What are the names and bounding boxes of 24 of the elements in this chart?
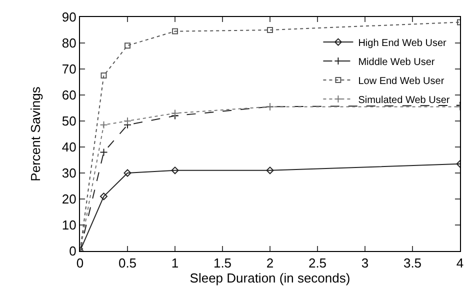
y-tick-label: 80 bbox=[62, 36, 76, 51]
y-tick-label: 40 bbox=[62, 140, 76, 155]
legend-label: Low End Web User bbox=[358, 76, 445, 87]
y-tick-label: 10 bbox=[62, 218, 76, 233]
legend-label: Middle Web User bbox=[358, 56, 436, 68]
y-tick-label: 60 bbox=[62, 88, 76, 103]
y-axis-title: Percent Savings bbox=[28, 86, 43, 182]
y-tick-label: 90 bbox=[62, 10, 76, 25]
y-tick-label: 0 bbox=[69, 244, 76, 259]
x-tick-label: 0.5 bbox=[118, 256, 137, 271]
legend-label: High End Web User bbox=[358, 38, 448, 49]
y-tick-label: 50 bbox=[62, 114, 76, 129]
x-tick-label: 4 bbox=[456, 256, 464, 271]
y-tick-label: 20 bbox=[62, 192, 76, 207]
x-tick-label: 2 bbox=[266, 256, 274, 271]
x-axis-title: Sleep Duration (in seconds) bbox=[190, 270, 350, 286]
y-tick-label: 70 bbox=[62, 62, 76, 77]
x-tick-label: 2.5 bbox=[308, 256, 327, 271]
x-tick-label: 1 bbox=[171, 256, 179, 271]
x-tick-label: 3.5 bbox=[403, 256, 422, 271]
y-tick-label: 30 bbox=[62, 166, 76, 181]
legend-label: Simulated Web User bbox=[358, 94, 450, 106]
x-tick-label: 3 bbox=[361, 256, 369, 271]
x-tick-label: 1.5 bbox=[213, 256, 232, 271]
